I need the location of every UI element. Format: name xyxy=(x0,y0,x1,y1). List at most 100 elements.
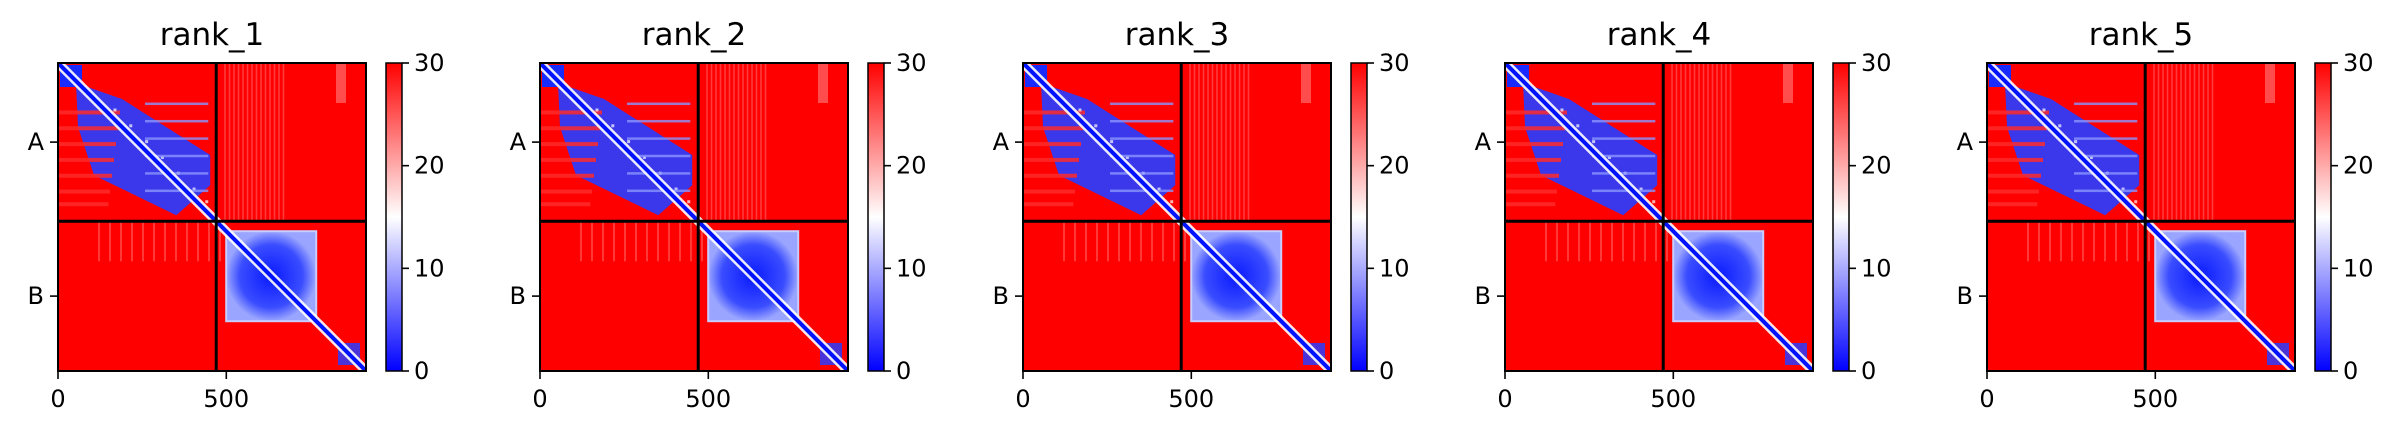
inter-chain-streak xyxy=(1211,63,1214,222)
low-confidence-band xyxy=(1987,189,2039,194)
inter-chain-streak xyxy=(1729,63,1732,222)
inter-chain-streak xyxy=(1198,63,1200,222)
inter-chain-streak xyxy=(679,221,681,262)
inter-chain-streak xyxy=(746,63,749,222)
panel-title: rank_5 xyxy=(2089,17,2194,53)
colorbar-tick-label: 0 xyxy=(1861,357,1876,385)
colorbar-tick-label: 30 xyxy=(1861,49,1892,77)
diagonal xyxy=(540,63,848,371)
low-confidence-band xyxy=(58,189,110,194)
diagonal xyxy=(1987,63,2295,371)
inter-chain-streak xyxy=(120,221,122,262)
low-confidence-band xyxy=(1023,189,1075,194)
inter-chain-streak xyxy=(764,63,767,222)
colorbar xyxy=(385,62,403,372)
inter-chain-streak xyxy=(175,221,177,262)
inter-chain-streak xyxy=(1633,221,1635,262)
inter-chain-streak xyxy=(2038,221,2040,262)
panel-title: rank_1 xyxy=(160,17,265,53)
inter-chain-streak xyxy=(742,63,744,222)
inter-chain-streak xyxy=(1680,63,1682,222)
heatmap-frame xyxy=(539,62,849,372)
inter-chain-streak xyxy=(1556,221,1558,262)
low-confidence-band xyxy=(1023,110,1085,115)
x-tick-label: 500 xyxy=(1650,385,1696,413)
colorbar-tick-label: 30 xyxy=(1379,49,1410,77)
inter-chain-streak xyxy=(2157,63,2160,222)
inter-chain-streak xyxy=(580,221,582,262)
inter-chain-streak xyxy=(2126,221,2128,262)
low-confidence-band xyxy=(1987,110,2049,115)
inter-chain-streak xyxy=(98,221,100,262)
inter-chain-streak xyxy=(255,63,258,222)
inter-chain-streak xyxy=(2093,221,2095,262)
low-confidence-band xyxy=(1505,126,1565,131)
x-tick-label: 0 xyxy=(1979,385,1994,413)
inter-chain-streak xyxy=(1063,221,1065,262)
diagonal xyxy=(1023,63,1331,371)
inter-chain-streak xyxy=(1202,63,1205,222)
inter-chain-streak xyxy=(142,221,144,262)
inter-chain-streak xyxy=(1578,221,1580,262)
chain-label: B xyxy=(510,282,526,310)
inter-chain-streak xyxy=(278,63,280,222)
inter-chain-streak xyxy=(613,221,615,262)
inter-chain-streak xyxy=(1644,221,1646,262)
colorbar-tick-label: 10 xyxy=(2343,254,2374,282)
colorbar xyxy=(2314,62,2332,372)
inter-chain-streak xyxy=(1725,63,1727,222)
inter-chain-streak xyxy=(2202,63,2205,222)
inter-chain-streak xyxy=(1589,221,1591,262)
inter-chain-streak xyxy=(197,221,199,262)
colorbar xyxy=(867,62,885,372)
inter-chain-streak xyxy=(153,221,155,262)
inter-chain-streak xyxy=(1693,63,1696,222)
chain-label: A xyxy=(1475,128,1492,156)
inter-chain-streak xyxy=(602,221,604,262)
inter-chain-streak xyxy=(2071,221,2073,262)
inter-chain-streak xyxy=(728,63,731,222)
inter-chain-streak xyxy=(224,63,226,222)
heatmap-frame xyxy=(1022,62,1332,372)
colorbar-tick-label: 10 xyxy=(896,254,927,282)
inter-chain-streak xyxy=(1107,221,1109,262)
low-confidence-band xyxy=(540,173,594,178)
colorbar-tick-label: 30 xyxy=(2343,49,2374,77)
inter-chain-streak xyxy=(336,63,346,103)
inter-chain-streak xyxy=(1684,63,1687,222)
inter-chain-streak xyxy=(2211,63,2214,222)
inter-chain-streak xyxy=(668,221,670,262)
low-confidence-band xyxy=(1987,142,2045,147)
colorbar-tick-label: 0 xyxy=(414,357,429,385)
low-confidence-band xyxy=(1505,189,1557,194)
inter-chain-streak xyxy=(2166,63,2169,222)
inter-chain-streak xyxy=(2265,63,2275,103)
x-tick-label: 500 xyxy=(685,385,731,413)
inter-chain-streak xyxy=(1129,221,1131,262)
low-confidence-band xyxy=(58,142,116,147)
inter-chain-streak xyxy=(751,63,753,222)
inter-chain-streak xyxy=(1225,63,1227,222)
low-confidence-band xyxy=(1987,173,2041,178)
inter-chain-streak xyxy=(260,63,262,222)
inter-chain-streak xyxy=(1675,63,1678,222)
inter-chain-streak xyxy=(1702,63,1705,222)
inter-chain-streak xyxy=(2049,221,2051,262)
inter-chain-streak xyxy=(1189,63,1191,222)
inter-chain-streak xyxy=(269,63,271,222)
inter-chain-streak xyxy=(719,63,722,222)
inter-chain-streak xyxy=(1671,63,1673,222)
inter-chain-streak xyxy=(2148,221,2150,262)
heatmap-3 xyxy=(1023,63,1331,371)
heatmap-2 xyxy=(540,63,848,371)
low-confidence-band xyxy=(540,189,592,194)
inter-chain-streak xyxy=(1698,63,1700,222)
low-confidence-band xyxy=(58,126,118,131)
inter-chain-streak xyxy=(131,221,133,262)
inter-chain-streak xyxy=(706,63,708,222)
inter-chain-streak xyxy=(755,63,758,222)
inter-chain-streak xyxy=(624,221,626,262)
inter-chain-streak xyxy=(1151,221,1153,262)
low-confidence-band xyxy=(540,126,600,131)
chain-label: B xyxy=(1957,282,1973,310)
